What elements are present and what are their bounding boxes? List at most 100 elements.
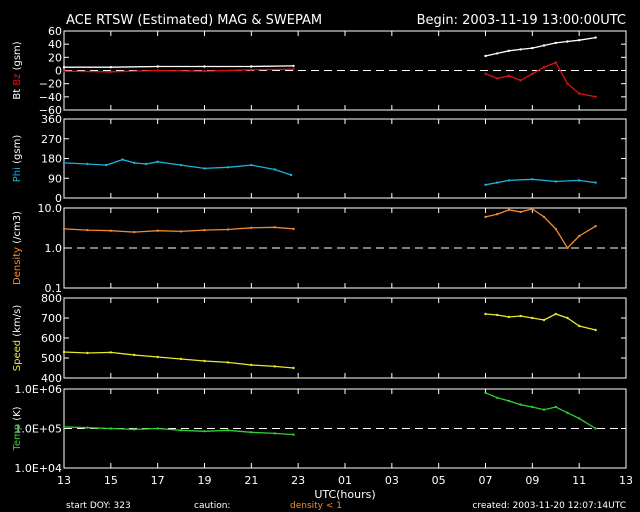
- data-point-speed: [542, 318, 546, 322]
- data-point-speed: [62, 350, 66, 354]
- y-tick-label-speed: 600: [41, 332, 62, 345]
- x-tick-label: 13: [619, 474, 633, 487]
- data-point-temp: [566, 411, 569, 414]
- data-point-bt: [507, 49, 511, 52]
- y-label-part: Bt: [12, 89, 23, 100]
- data-point-density: [496, 213, 499, 216]
- x-tick-label: 07: [479, 474, 493, 487]
- data-point-phi: [531, 178, 534, 181]
- data-point-bz: [531, 72, 534, 76]
- caution-label: caution:: [194, 501, 230, 511]
- data-point-temp: [273, 432, 276, 435]
- x-axis: 13 15 17 19 21 23 01 03 05 07 09 11 13: [57, 474, 633, 487]
- x-tick-label: 15: [104, 474, 118, 487]
- data-point-density: [554, 227, 557, 231]
- y-label-part: (km/s): [12, 305, 23, 340]
- series-line-speed-1: [485, 313, 596, 331]
- x-tick-label: 05: [432, 474, 446, 487]
- data-point-temp: [594, 427, 597, 430]
- y-tick-label-speed: 500: [41, 352, 62, 365]
- data-point-temp: [578, 417, 581, 420]
- data-point-density: [519, 210, 522, 214]
- data-point-phi: [144, 162, 148, 166]
- y-label-part: (K): [12, 406, 23, 424]
- data-point-temp: [554, 405, 557, 409]
- y-tick-label-density: 10.0: [38, 202, 63, 215]
- data-point-bz: [554, 61, 557, 64]
- y-tick-label-mag: −20: [39, 78, 62, 91]
- y-tick-label-phi: 0: [55, 192, 62, 205]
- series-line-bz-1: [485, 61, 596, 98]
- data-point-phi: [554, 180, 557, 183]
- data-point-speed: [273, 365, 276, 368]
- y-tick-label-mag: 0: [55, 65, 62, 78]
- data-point-bt: [519, 48, 522, 51]
- data-point-bz: [484, 72, 487, 76]
- y-label-part: (gsm): [12, 135, 23, 167]
- data-point-density: [250, 226, 253, 229]
- data-point-temp: [250, 431, 253, 434]
- data-point-bz: [292, 68, 295, 71]
- data-point-phi: [289, 173, 293, 177]
- data-point-density: [578, 234, 581, 238]
- data-point-temp: [484, 391, 487, 394]
- data-point-temp: [542, 408, 546, 411]
- y-axis-label-temp: Temp (K): [12, 406, 23, 451]
- x-tick-label: 23: [291, 474, 305, 487]
- data-point-phi: [273, 168, 276, 171]
- data-point-temp: [62, 425, 66, 429]
- density-caution: density < 1: [290, 501, 342, 511]
- data-point-phi: [133, 161, 136, 165]
- y-tick-label-mag: 60: [48, 25, 62, 38]
- data-point-bt: [578, 39, 581, 42]
- y-tick-label-density: 0.1: [45, 282, 63, 295]
- data-point-phi: [226, 166, 230, 169]
- panel-phi: 360 270 180 90 0 Phi (gsm): [12, 113, 627, 205]
- data-point-phi: [156, 160, 159, 163]
- y-axis-label-density: Density (/cm3): [12, 211, 23, 285]
- data-point-bt: [250, 65, 253, 68]
- data-point-density: [566, 246, 569, 250]
- y-label-part: Temp: [12, 424, 23, 452]
- data-point-speed: [109, 351, 113, 354]
- data-point-bt: [484, 54, 487, 58]
- data-point-bt: [203, 65, 206, 68]
- y-tick-label-mag: 40: [48, 38, 62, 51]
- begin-time: Begin: 2003-11-19 13:00:00UTC: [417, 13, 626, 28]
- data-point-density: [226, 228, 230, 231]
- data-point-speed: [250, 363, 253, 367]
- panel-density: 10.0 1.0 0.1 Density (/cm3): [12, 202, 627, 295]
- x-axis-label: UTC(hours): [314, 488, 375, 501]
- data-point-speed: [484, 312, 487, 316]
- data-point-bz: [496, 77, 499, 80]
- data-point-bz: [519, 79, 522, 82]
- data-point-speed: [179, 357, 183, 361]
- created-time: created: 2003-11-20 12:07:14UTC: [472, 501, 626, 511]
- data-point-density: [133, 230, 136, 234]
- y-tick-label-phi: 270: [41, 133, 62, 146]
- data-point-temp: [156, 427, 159, 430]
- x-tick-label: 01: [338, 474, 352, 487]
- x-tick-label: 19: [198, 474, 212, 487]
- series-line-bz-0: [63, 68, 294, 73]
- data-point-bt: [554, 41, 557, 45]
- data-point-phi: [250, 163, 253, 167]
- data-point-temp: [133, 428, 136, 431]
- y-tick-label-temp: 1.0E+06: [14, 383, 62, 396]
- data-point-density: [156, 229, 159, 232]
- y-tick-label-temp: 1.0E+04: [14, 462, 62, 475]
- data-point-phi: [62, 161, 66, 165]
- data-point-bz: [542, 66, 546, 69]
- data-point-bz: [250, 68, 253, 72]
- data-point-phi: [484, 183, 487, 186]
- data-point-temp: [86, 426, 89, 429]
- data-point-bt: [292, 64, 295, 68]
- data-point-bt: [566, 40, 569, 43]
- data-point-density: [292, 227, 295, 231]
- data-point-bt: [542, 44, 546, 47]
- data-point-bz: [594, 95, 597, 99]
- data-point-speed: [86, 351, 89, 355]
- y-tick-label-mag: −60: [39, 104, 62, 117]
